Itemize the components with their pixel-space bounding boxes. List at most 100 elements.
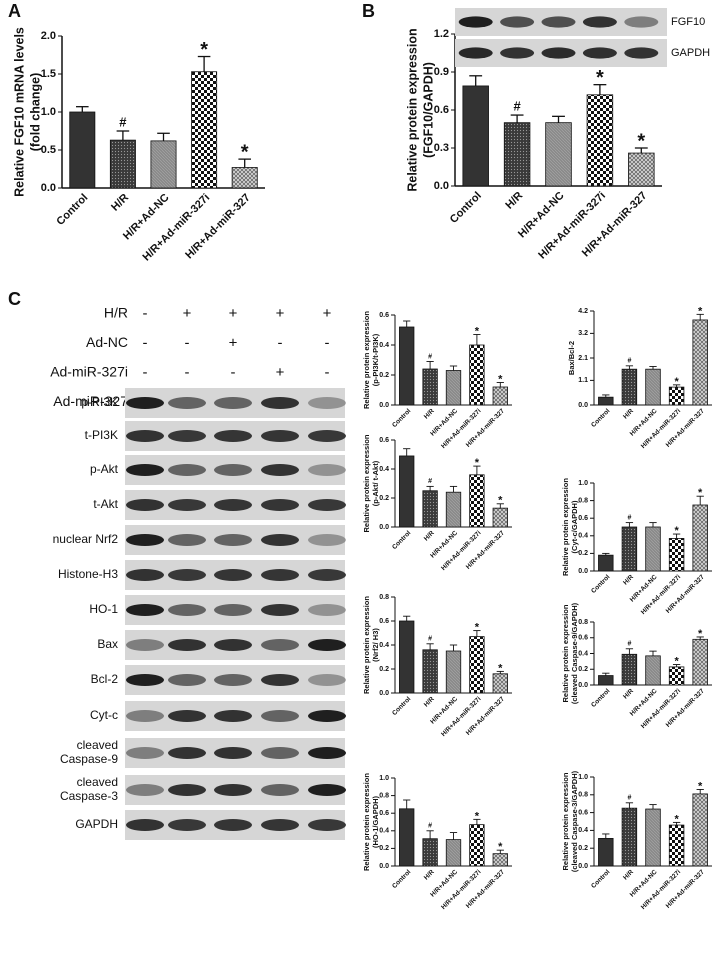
y-tick-label: 0.3 bbox=[434, 142, 449, 154]
x-tick-label: H/R bbox=[622, 868, 635, 881]
blot-band bbox=[261, 464, 299, 476]
blot-band bbox=[261, 784, 299, 796]
blot-band bbox=[168, 569, 206, 581]
annotation: # bbox=[119, 114, 127, 129]
y-axis-label: Relative protein expression bbox=[362, 596, 371, 694]
condition-label: H/R bbox=[104, 305, 128, 321]
row-label: cleaved bbox=[77, 738, 118, 752]
blot-label: GAPDH bbox=[671, 47, 710, 59]
x-tick-label: H/R+Ad-miR-327i bbox=[440, 869, 483, 912]
x-tick-label: Control bbox=[54, 192, 90, 228]
y-axis-label: (Nrf2/ H3) bbox=[371, 628, 380, 662]
blot-band bbox=[308, 639, 346, 651]
bar bbox=[628, 152, 655, 187]
x-tick-label: H/R bbox=[622, 407, 635, 420]
bar bbox=[598, 396, 614, 406]
bar bbox=[492, 673, 508, 694]
condition-label: Ad-miR-327i bbox=[50, 364, 128, 380]
bar bbox=[469, 474, 485, 528]
row-label: Cyt-c bbox=[90, 708, 118, 722]
annotation: * bbox=[674, 376, 679, 388]
blot-band bbox=[168, 464, 206, 476]
blot-band bbox=[214, 534, 252, 546]
y-tick-label: 0.0 bbox=[379, 524, 389, 531]
condition-sign: + bbox=[229, 305, 238, 322]
condition-sign: + bbox=[276, 364, 285, 381]
bar bbox=[586, 94, 614, 187]
x-tick-label: H/R bbox=[503, 190, 525, 212]
annotation: * bbox=[200, 39, 208, 61]
blot-band bbox=[168, 819, 206, 831]
y-tick-label: 1.0 bbox=[379, 775, 389, 782]
y-axis-label: (p-Akt/ t-Akt) bbox=[371, 460, 380, 506]
bar bbox=[399, 620, 415, 694]
annotation: # bbox=[627, 514, 631, 521]
bar bbox=[598, 838, 614, 867]
y-tick-label: 0.8 bbox=[578, 619, 588, 626]
y-axis-label: (HO-1/GAPDH) bbox=[371, 795, 380, 848]
row-label: t-Akt bbox=[93, 497, 118, 511]
x-tick-label: Control bbox=[391, 869, 412, 890]
annotation: * bbox=[475, 325, 480, 337]
y-tick-label: 0.0 bbox=[578, 568, 588, 575]
bar bbox=[399, 808, 415, 867]
annotation: * bbox=[498, 662, 503, 674]
y-tick-label: 0.6 bbox=[379, 810, 389, 817]
annotation: # bbox=[428, 478, 432, 485]
condition-sign: + bbox=[276, 305, 285, 322]
bar bbox=[621, 807, 638, 867]
condition-sign: - bbox=[185, 364, 190, 381]
condition-sign: + bbox=[229, 334, 238, 351]
bar bbox=[109, 139, 136, 189]
y-tick-label: 0.8 bbox=[379, 594, 389, 601]
blot-band bbox=[214, 747, 252, 759]
condition-sign: - bbox=[143, 305, 148, 322]
condition-sign: + bbox=[323, 305, 332, 322]
x-tick-label: Control bbox=[391, 530, 412, 551]
blot-band bbox=[126, 710, 164, 722]
blot-band bbox=[214, 784, 252, 796]
panel-label: C bbox=[8, 289, 21, 309]
condition-sign: - bbox=[143, 364, 148, 381]
y-axis-label: Relative protein expression bbox=[405, 28, 419, 191]
row-label: Caspase-9 bbox=[60, 752, 118, 766]
bar bbox=[422, 838, 438, 867]
condition-sign: - bbox=[185, 334, 190, 351]
y-tick-label: 1.2 bbox=[434, 28, 449, 40]
blot-band bbox=[308, 464, 346, 476]
blot-band bbox=[214, 430, 252, 442]
annotation: * bbox=[674, 655, 679, 667]
annotation: * bbox=[498, 373, 503, 385]
x-tick-label: H/R bbox=[622, 687, 635, 700]
bar bbox=[492, 853, 508, 867]
blot-band bbox=[126, 430, 164, 442]
annotation: * bbox=[637, 130, 645, 152]
y-tick-label: 0.4 bbox=[379, 642, 389, 649]
y-tick-label: 0.6 bbox=[578, 635, 588, 642]
blot-band bbox=[168, 710, 206, 722]
row-label: cleaved bbox=[77, 775, 118, 789]
blot-band bbox=[308, 747, 346, 759]
bar bbox=[462, 85, 489, 187]
y-axis-label: (cleaved Caspase-3/GAPDH) bbox=[570, 770, 579, 872]
blot-band bbox=[582, 47, 617, 59]
y-tick-label: 3.2 bbox=[578, 330, 588, 337]
blot-band bbox=[214, 639, 252, 651]
row-label: Caspase-3 bbox=[60, 789, 118, 803]
annotation: # bbox=[627, 358, 631, 365]
bar bbox=[399, 455, 415, 528]
y-tick-label: 0.2 bbox=[379, 372, 389, 379]
y-axis-label: Relative protein expression bbox=[362, 311, 371, 409]
panel-label: B bbox=[362, 1, 375, 21]
blot-band bbox=[261, 397, 299, 409]
y-tick-label: 0.2 bbox=[379, 845, 389, 852]
blot-band bbox=[624, 47, 659, 59]
blot-band bbox=[261, 430, 299, 442]
bar bbox=[503, 122, 531, 187]
bar bbox=[692, 319, 708, 406]
blot-band bbox=[308, 604, 346, 616]
x-tick-label: H/R+Ad-miR-327i bbox=[440, 530, 483, 573]
bar bbox=[422, 368, 438, 406]
blot-band bbox=[126, 604, 164, 616]
